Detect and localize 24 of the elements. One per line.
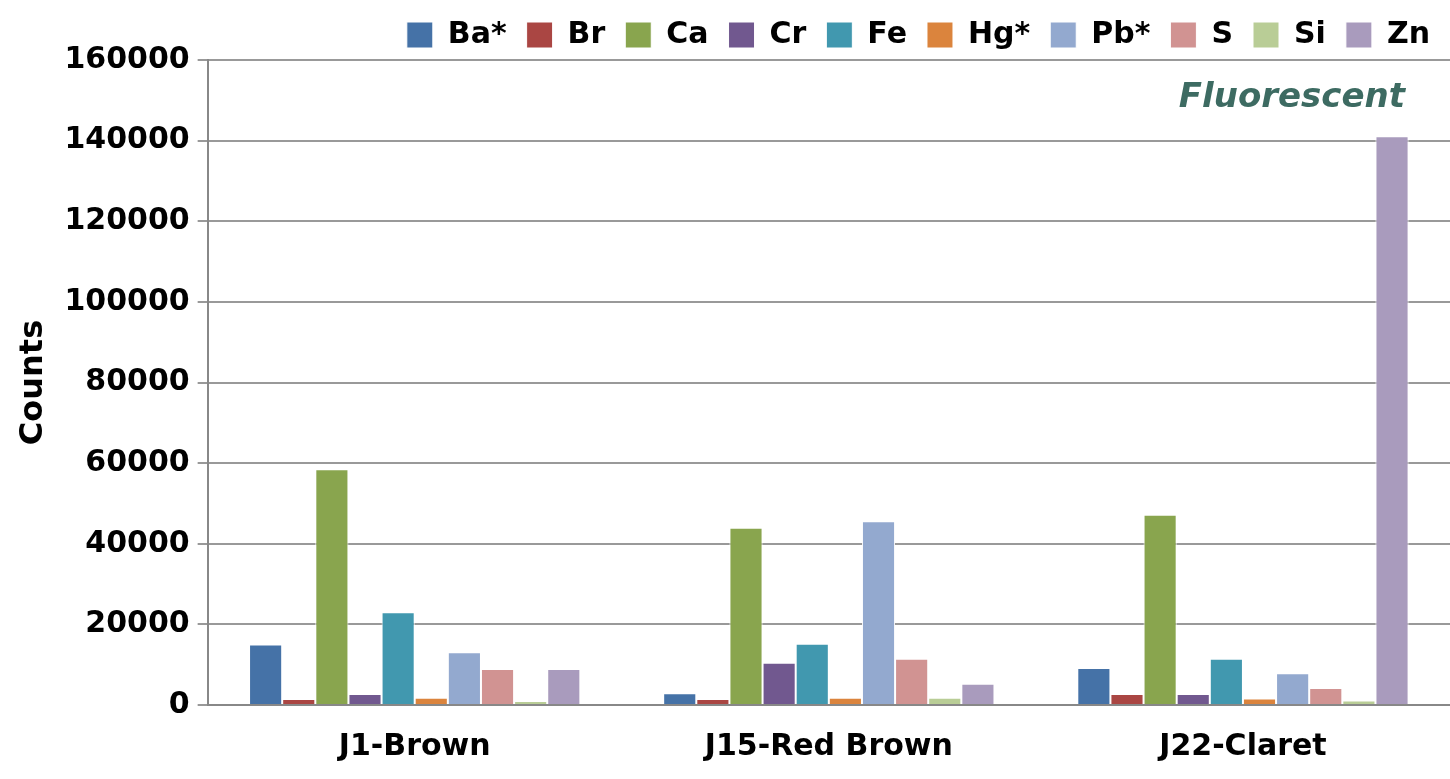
x-tick-label: J15-Red Brown [702, 726, 953, 762]
y-tick-label: 80000 [85, 362, 190, 398]
annotation: Fluorescent [1178, 74, 1407, 115]
legend-label: S [1211, 14, 1233, 50]
legend-label: Cr [769, 14, 807, 50]
y-tick-label: 20000 [85, 604, 190, 640]
y-tick-label: 120000 [64, 201, 190, 237]
y-tick-label: 40000 [85, 523, 190, 559]
y-tick-label: 160000 [64, 39, 190, 75]
legend-label: Si [1294, 14, 1326, 50]
x-tick-label: J22-Claret [1157, 726, 1327, 762]
y-tick-label: 140000 [64, 120, 190, 156]
x-tick-label: J1-Brown [336, 726, 491, 762]
legend-label: Ca [666, 14, 709, 50]
y-tick-label: 0 [168, 684, 190, 720]
y-tick-label: 60000 [85, 442, 190, 478]
legend-label: Hg* [967, 14, 1031, 50]
legend-label: Br [567, 14, 606, 50]
legend-label: Pb* [1091, 14, 1151, 50]
y-axis-title: Counts [11, 319, 50, 446]
y-tick-label: 100000 [64, 281, 190, 317]
legend-label: Zn [1386, 14, 1431, 50]
legend-label: Fe [867, 14, 907, 50]
legend-label: Ba* [447, 14, 507, 50]
